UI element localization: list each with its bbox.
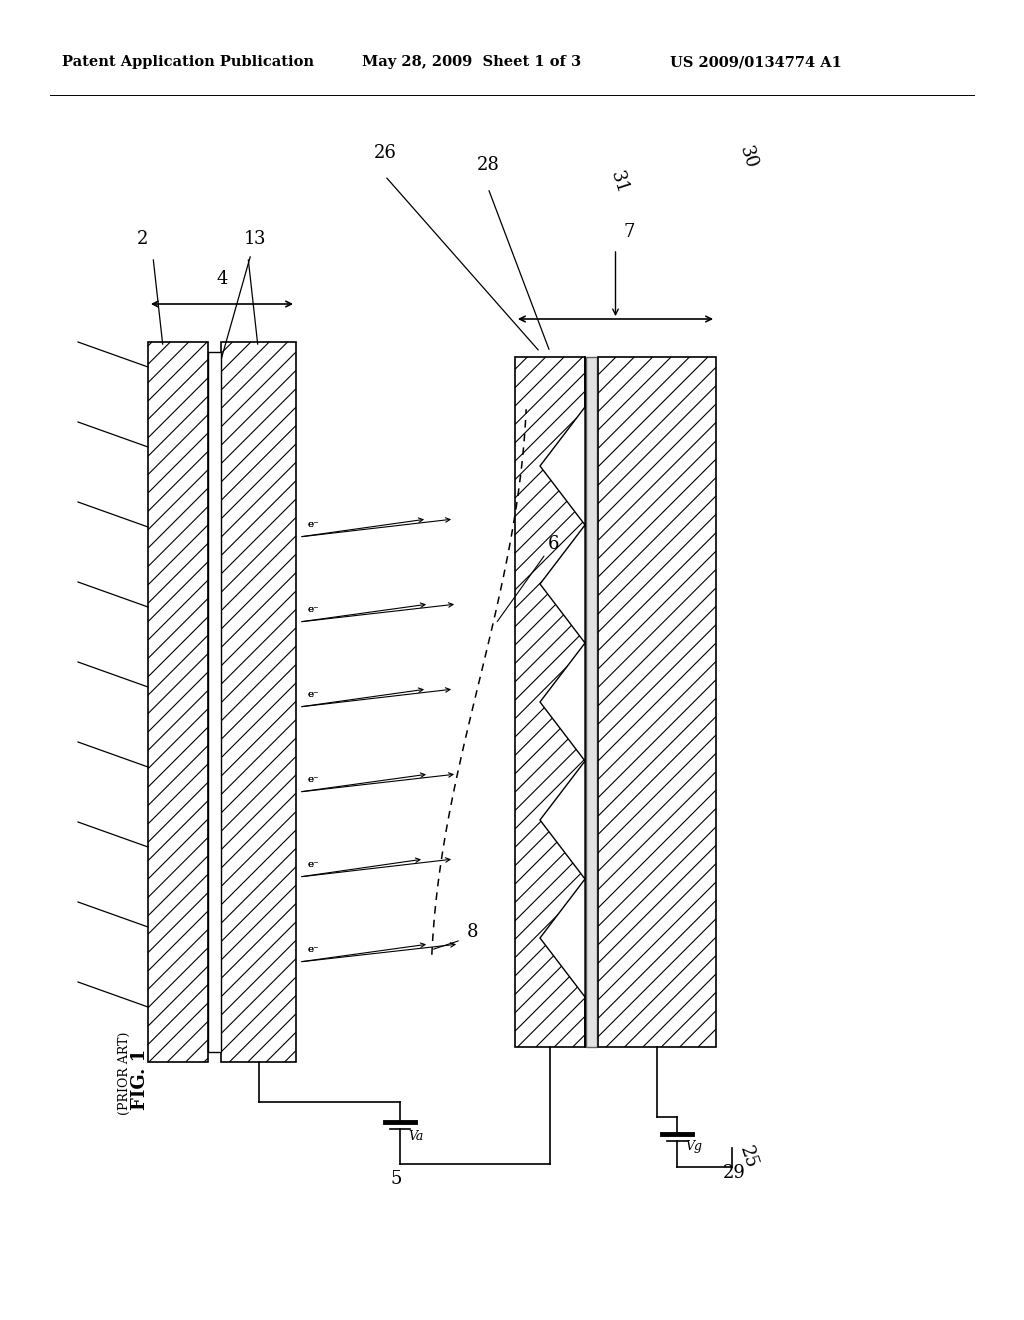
Bar — [586, 356, 597, 1047]
Text: May 28, 2009  Sheet 1 of 3: May 28, 2009 Sheet 1 of 3 — [362, 55, 582, 69]
Bar — [515, 356, 585, 1047]
Text: 26: 26 — [374, 144, 396, 162]
Text: e⁻: e⁻ — [307, 945, 318, 954]
Bar — [208, 352, 221, 1052]
Text: 29: 29 — [723, 1164, 745, 1181]
Text: 30: 30 — [736, 144, 760, 172]
Text: Vg: Vg — [685, 1140, 702, 1152]
Text: e⁻: e⁻ — [307, 520, 318, 529]
Text: Va: Va — [408, 1130, 423, 1143]
Polygon shape — [540, 762, 585, 879]
Text: e⁻: e⁻ — [307, 775, 318, 784]
Text: e⁻: e⁻ — [307, 861, 318, 869]
Text: e⁻: e⁻ — [307, 861, 318, 869]
Text: 6: 6 — [548, 535, 559, 553]
Text: 8: 8 — [467, 923, 478, 941]
Text: 3: 3 — [253, 230, 265, 248]
Polygon shape — [540, 643, 585, 762]
Text: 4: 4 — [216, 271, 227, 288]
Bar — [148, 342, 208, 1063]
Text: e⁻: e⁻ — [307, 690, 318, 700]
Text: 28: 28 — [476, 156, 500, 174]
Text: FIG. 1: FIG. 1 — [131, 1049, 150, 1110]
Text: 7: 7 — [624, 223, 635, 242]
Text: Patent Application Publication: Patent Application Publication — [62, 55, 314, 69]
Text: e⁻: e⁻ — [307, 775, 318, 784]
Polygon shape — [540, 407, 585, 525]
Text: e⁻: e⁻ — [307, 605, 318, 614]
Text: e⁻: e⁻ — [307, 945, 318, 954]
Text: 5: 5 — [390, 1170, 401, 1188]
Text: e⁻: e⁻ — [307, 520, 318, 529]
Text: 31: 31 — [607, 169, 631, 195]
Text: e⁻: e⁻ — [307, 605, 318, 614]
Polygon shape — [540, 525, 585, 643]
Text: 25: 25 — [736, 1144, 760, 1171]
Bar — [221, 342, 296, 1063]
Text: US 2009/0134774 A1: US 2009/0134774 A1 — [670, 55, 842, 69]
Text: (PRIOR ART): (PRIOR ART) — [118, 1032, 130, 1115]
Text: 2: 2 — [137, 230, 148, 248]
Polygon shape — [540, 879, 585, 997]
Text: e⁻: e⁻ — [307, 690, 318, 700]
Bar — [598, 356, 716, 1047]
Text: 1: 1 — [245, 230, 256, 248]
